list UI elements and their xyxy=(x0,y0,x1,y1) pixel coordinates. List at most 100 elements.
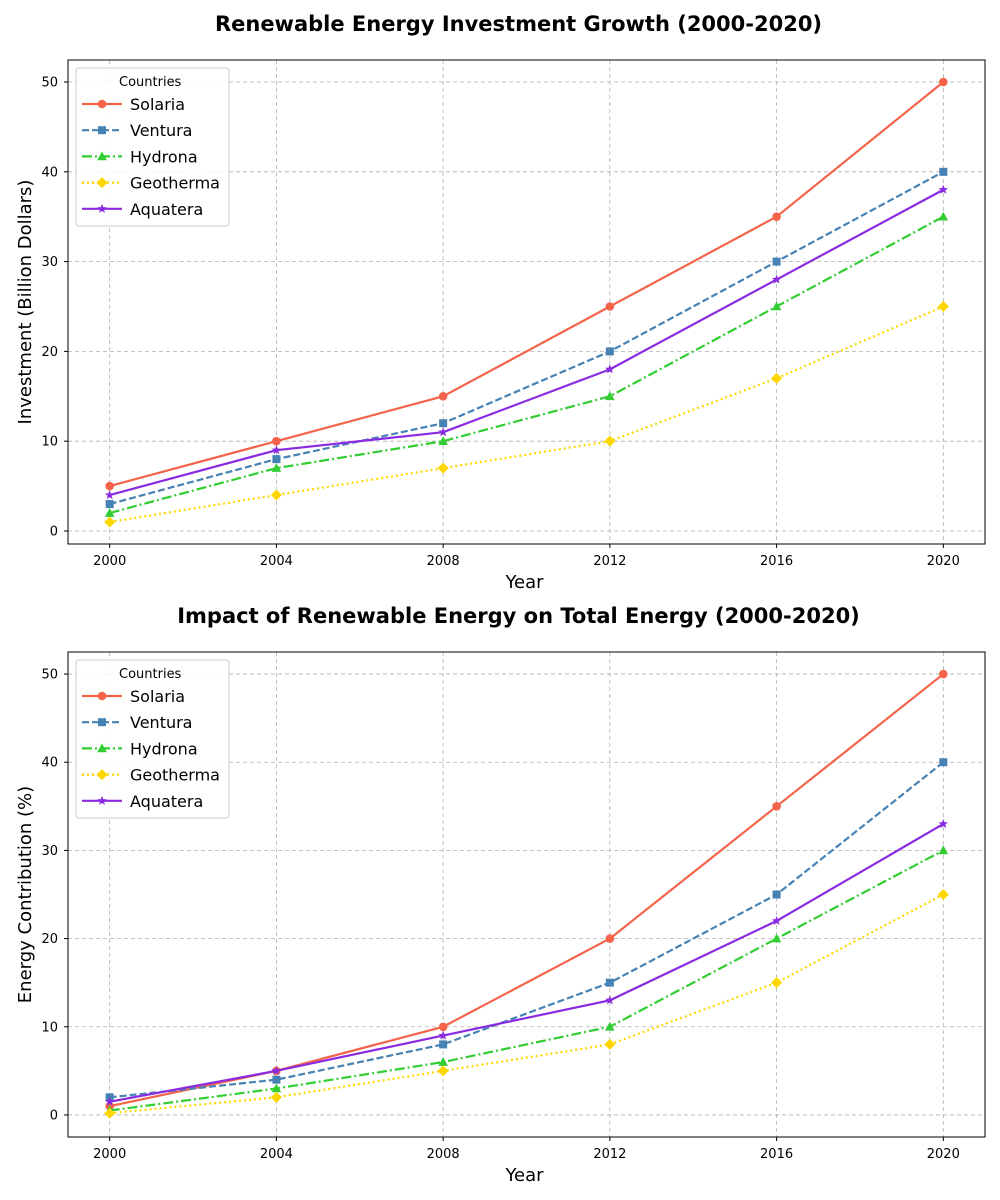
data-point xyxy=(605,995,615,1005)
x-tick-label: 2000 xyxy=(93,1147,126,1162)
data-point xyxy=(104,516,116,528)
legend-title: Countries xyxy=(119,75,182,90)
x-tick-label: 2004 xyxy=(260,1147,293,1162)
data-point xyxy=(939,77,948,87)
y-tick-label: 0 xyxy=(50,524,58,539)
legend-item-solaria[interactable]: Solaria xyxy=(82,95,185,114)
x-axis-label: Year xyxy=(504,1165,544,1186)
chart-title: Impact of Renewable Energy on Total Ener… xyxy=(177,604,860,628)
legend-label: Hydrona xyxy=(130,147,198,166)
series-line xyxy=(109,170,944,506)
data-point xyxy=(105,500,114,509)
legend-item-geotherma[interactable]: Geotherma xyxy=(82,766,220,785)
legend-label: Ventura xyxy=(130,713,192,732)
legend-label: Ventura xyxy=(130,121,192,140)
legend-item-ventura[interactable]: Ventura xyxy=(82,121,192,140)
data-point xyxy=(270,1091,282,1103)
data-point xyxy=(605,1021,615,1031)
legend-label: Geotherma xyxy=(130,766,220,785)
data-point xyxy=(938,211,949,221)
legend-title: Countries xyxy=(119,667,182,682)
legend-item-hydrona[interactable]: Hydrona xyxy=(82,739,198,758)
data-point xyxy=(437,462,449,474)
legend: Countries Solaria Ventura Hydrona Geotherma A… xyxy=(75,659,230,819)
series-line xyxy=(109,673,945,1108)
y-tick-label: 20 xyxy=(41,932,58,947)
legend-box xyxy=(75,659,230,819)
legend-marker xyxy=(97,691,107,701)
legend-marker xyxy=(96,769,108,781)
x-tick-label: 2020 xyxy=(927,554,960,569)
x-tick-label: 2012 xyxy=(593,554,626,569)
data-point xyxy=(939,167,948,176)
y-tick-label: 40 xyxy=(41,756,58,771)
data-point xyxy=(772,802,781,811)
legend-marker xyxy=(96,177,108,189)
data-point xyxy=(104,508,115,517)
series-line xyxy=(109,822,944,1103)
legend-label: Aquatera xyxy=(130,200,203,219)
legend-item-geotherma[interactable]: Geotherma xyxy=(82,174,220,193)
legend-marker xyxy=(97,795,107,805)
x-axis-label: Year xyxy=(504,572,544,593)
legend-label: Hydrona xyxy=(130,739,198,758)
legend-marker xyxy=(98,126,106,135)
legend-marker xyxy=(98,718,106,727)
chart-2: Impact of Renewable Energy on Total Ener… xyxy=(15,604,986,1186)
y-tick-label: 10 xyxy=(41,1020,58,1035)
chart-title: Renewable Energy Investment Growth (2000… xyxy=(215,12,822,36)
data-point xyxy=(605,364,615,374)
data-point xyxy=(604,1038,616,1050)
data-point xyxy=(937,300,949,312)
x-tick-label: 2000 xyxy=(93,554,126,569)
data-point xyxy=(771,915,782,925)
legend-item-solaria[interactable]: Solaria xyxy=(82,687,185,706)
x-tick-label: 2016 xyxy=(760,554,793,569)
data-point xyxy=(604,435,616,447)
legend-box xyxy=(75,67,230,227)
y-tick-label: 30 xyxy=(41,844,58,859)
x-tick-label: 2008 xyxy=(427,554,460,569)
series-solaria xyxy=(105,77,948,491)
series-line xyxy=(109,849,944,1112)
data-point xyxy=(438,1022,448,1032)
data-point xyxy=(270,489,282,501)
y-axis-label: Investment (Billion Dollars) xyxy=(15,180,36,425)
data-point xyxy=(439,419,448,428)
series-ventura xyxy=(105,758,948,1102)
data-point xyxy=(271,1083,282,1093)
x-tick-label: 2016 xyxy=(760,1147,793,1162)
y-axis-label: Energy Contribution (%) xyxy=(15,786,36,1003)
series-line xyxy=(109,761,945,1099)
data-point xyxy=(772,212,781,221)
y-tick-label: 30 xyxy=(41,255,58,270)
data-point xyxy=(104,490,115,500)
data-point xyxy=(605,302,615,311)
data-point xyxy=(772,257,781,266)
series-line xyxy=(109,188,944,497)
series-hydrona xyxy=(104,211,949,517)
plot-frame xyxy=(67,651,986,1138)
x-tick-label: 2008 xyxy=(427,1147,460,1162)
data-point xyxy=(438,391,448,401)
legend-item-aquatera[interactable]: Aquatera xyxy=(82,792,203,811)
legend-item-aquatera[interactable]: Aquatera xyxy=(82,200,203,219)
data-point xyxy=(605,978,614,987)
legend-marker xyxy=(97,99,107,109)
legend-label: Solaria xyxy=(130,687,185,706)
data-point xyxy=(105,481,114,491)
data-point xyxy=(438,436,448,445)
data-point xyxy=(272,1075,281,1084)
legend-item-ventura[interactable]: Ventura xyxy=(82,713,192,732)
legend-marker xyxy=(97,151,107,161)
data-point xyxy=(272,436,281,446)
data-point xyxy=(439,1040,448,1049)
data-point xyxy=(605,391,615,401)
y-tick-label: 40 xyxy=(41,165,58,180)
data-point xyxy=(104,1107,116,1119)
series-aquatera xyxy=(104,818,949,1106)
y-tick-label: 50 xyxy=(41,76,58,91)
legend-item-hydrona[interactable]: Hydrona xyxy=(82,147,198,166)
series-ventura xyxy=(105,167,948,509)
